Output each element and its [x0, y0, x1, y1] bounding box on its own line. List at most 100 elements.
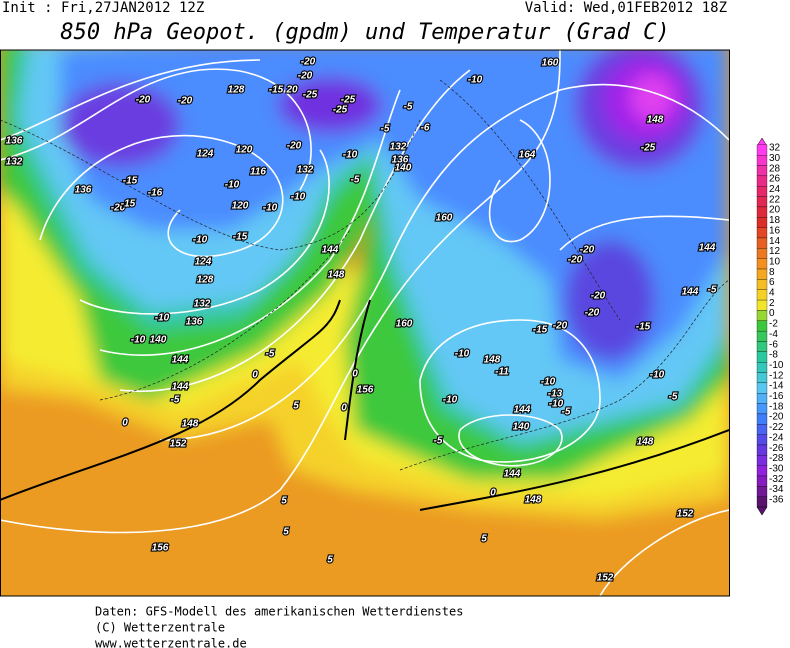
geopotential-contours: [1, 50, 729, 596]
legend-label: 0: [769, 308, 775, 319]
contour-label: 144: [514, 405, 531, 416]
legend-swatch: [756, 496, 768, 508]
contour-label: -10: [193, 235, 208, 246]
legend-label: -8: [769, 350, 778, 361]
legend-swatch: [756, 227, 768, 239]
legend-label: 12: [769, 246, 781, 257]
legend-label: 28: [769, 163, 781, 174]
legend-label: -20: [769, 412, 784, 423]
legend-label: 30: [769, 153, 781, 164]
contour-label: 0: [490, 488, 496, 499]
legend-swatch: [756, 165, 768, 177]
contour-label: -11: [495, 367, 509, 378]
contour-label: 160: [396, 319, 413, 330]
contour-label: 148: [637, 437, 654, 448]
legend-swatch: [756, 175, 768, 187]
contour-label: -5: [381, 124, 390, 135]
legend-label: -36: [769, 495, 784, 506]
legend-swatch: [756, 455, 768, 466]
contour-label: 164: [519, 150, 536, 161]
color-legend: 32302826242220181614121086420-2-4-6-8-10…: [756, 137, 784, 516]
contour-label: 152: [677, 509, 694, 520]
legend-swatch: [756, 393, 768, 404]
legend-swatch: [756, 144, 768, 156]
legend-swatch: [756, 299, 768, 311]
map-frame: [0, 49, 730, 597]
contour-label: -15: [533, 325, 548, 336]
contour-label: 0: [341, 403, 347, 414]
contour-label: 144: [699, 243, 716, 254]
contour-label: 156: [152, 543, 169, 554]
contour-label: 5: [281, 496, 287, 507]
footer-line: (C) Wetterzentrale: [95, 621, 225, 635]
legend-label: 6: [769, 277, 775, 288]
contour-label: 148: [525, 495, 542, 506]
legend-label: 8: [769, 267, 775, 278]
contour-label: -5: [351, 175, 360, 186]
contour-label: -25: [333, 105, 348, 116]
legend-label: -12: [769, 370, 784, 381]
legend-swatch: [756, 475, 768, 487]
contour-label: 136: [392, 155, 409, 166]
contour-label: -10: [263, 203, 278, 214]
legend-label: -14: [769, 381, 784, 392]
legend-label: -6: [769, 339, 778, 350]
contour-label: -5: [562, 407, 571, 418]
contour-label: -20: [301, 57, 316, 68]
contour-label: -15: [636, 322, 651, 333]
contour-label: 120: [236, 145, 253, 156]
contour-label: -20: [591, 291, 606, 302]
legend-label: -24: [769, 432, 784, 443]
contour-label: -15: [233, 232, 248, 243]
legend-swatch: [756, 206, 768, 218]
temperature-contours: [1, 79, 729, 471]
legend-label: 26: [769, 174, 781, 185]
legend-swatch: [756, 351, 768, 363]
legend-label: 32: [769, 143, 781, 154]
map-field: [1, 50, 729, 596]
contour-label: -25: [303, 90, 318, 101]
contour-label: 5: [293, 401, 299, 412]
legend-swatch: [756, 434, 768, 446]
contour-label: 116: [250, 167, 266, 178]
contour-label: -5: [708, 285, 717, 296]
contour-label: -10: [549, 399, 564, 410]
contour-label: -13: [548, 389, 563, 400]
init-time: Init : Fri,27JAN2012 12Z: [2, 0, 204, 16]
legend-label: 22: [769, 194, 781, 205]
contour-label: 160: [542, 58, 559, 69]
contour-label: -20: [178, 96, 193, 107]
contour-label: 152: [597, 573, 614, 584]
contour-label: -5: [404, 102, 413, 113]
contour-label: -10: [455, 349, 470, 360]
legend-swatch: [756, 444, 768, 456]
contour-label: 124: [195, 257, 212, 268]
contour-label: -25: [341, 95, 356, 106]
contour-label: 140: [513, 422, 530, 433]
contour-label: -20: [553, 321, 568, 332]
contour-label: -20: [111, 203, 126, 214]
legend-label: 20: [769, 205, 781, 216]
contour-label: 148: [484, 355, 501, 366]
legend-label: -34: [769, 484, 784, 495]
contour-label: 132: [194, 299, 211, 310]
contour-label: -10: [291, 192, 306, 203]
contour-label: -10: [650, 370, 665, 381]
valid-time: Valid: Wed,01FEB2012 18Z: [525, 0, 727, 16]
legend-swatch: [756, 465, 768, 477]
legend-swatch: [756, 372, 768, 384]
contour-label: -20: [568, 255, 583, 266]
legend-swatch: [756, 258, 768, 270]
contour-label: 152: [170, 439, 187, 450]
legend-label: 14: [769, 236, 781, 247]
legend-swatch: [756, 362, 768, 373]
contour-label: 0: [352, 369, 358, 380]
map-title: 850 hPa Geopot. (gpdm) und Temperatur (G…: [60, 20, 669, 45]
contour-label: 140: [150, 335, 167, 346]
contour-label: 144: [682, 287, 699, 298]
legend-label: -28: [769, 453, 784, 464]
legend-swatch: [756, 196, 768, 208]
contour-label: 132: [6, 157, 23, 168]
contour-label: 5: [283, 527, 289, 538]
